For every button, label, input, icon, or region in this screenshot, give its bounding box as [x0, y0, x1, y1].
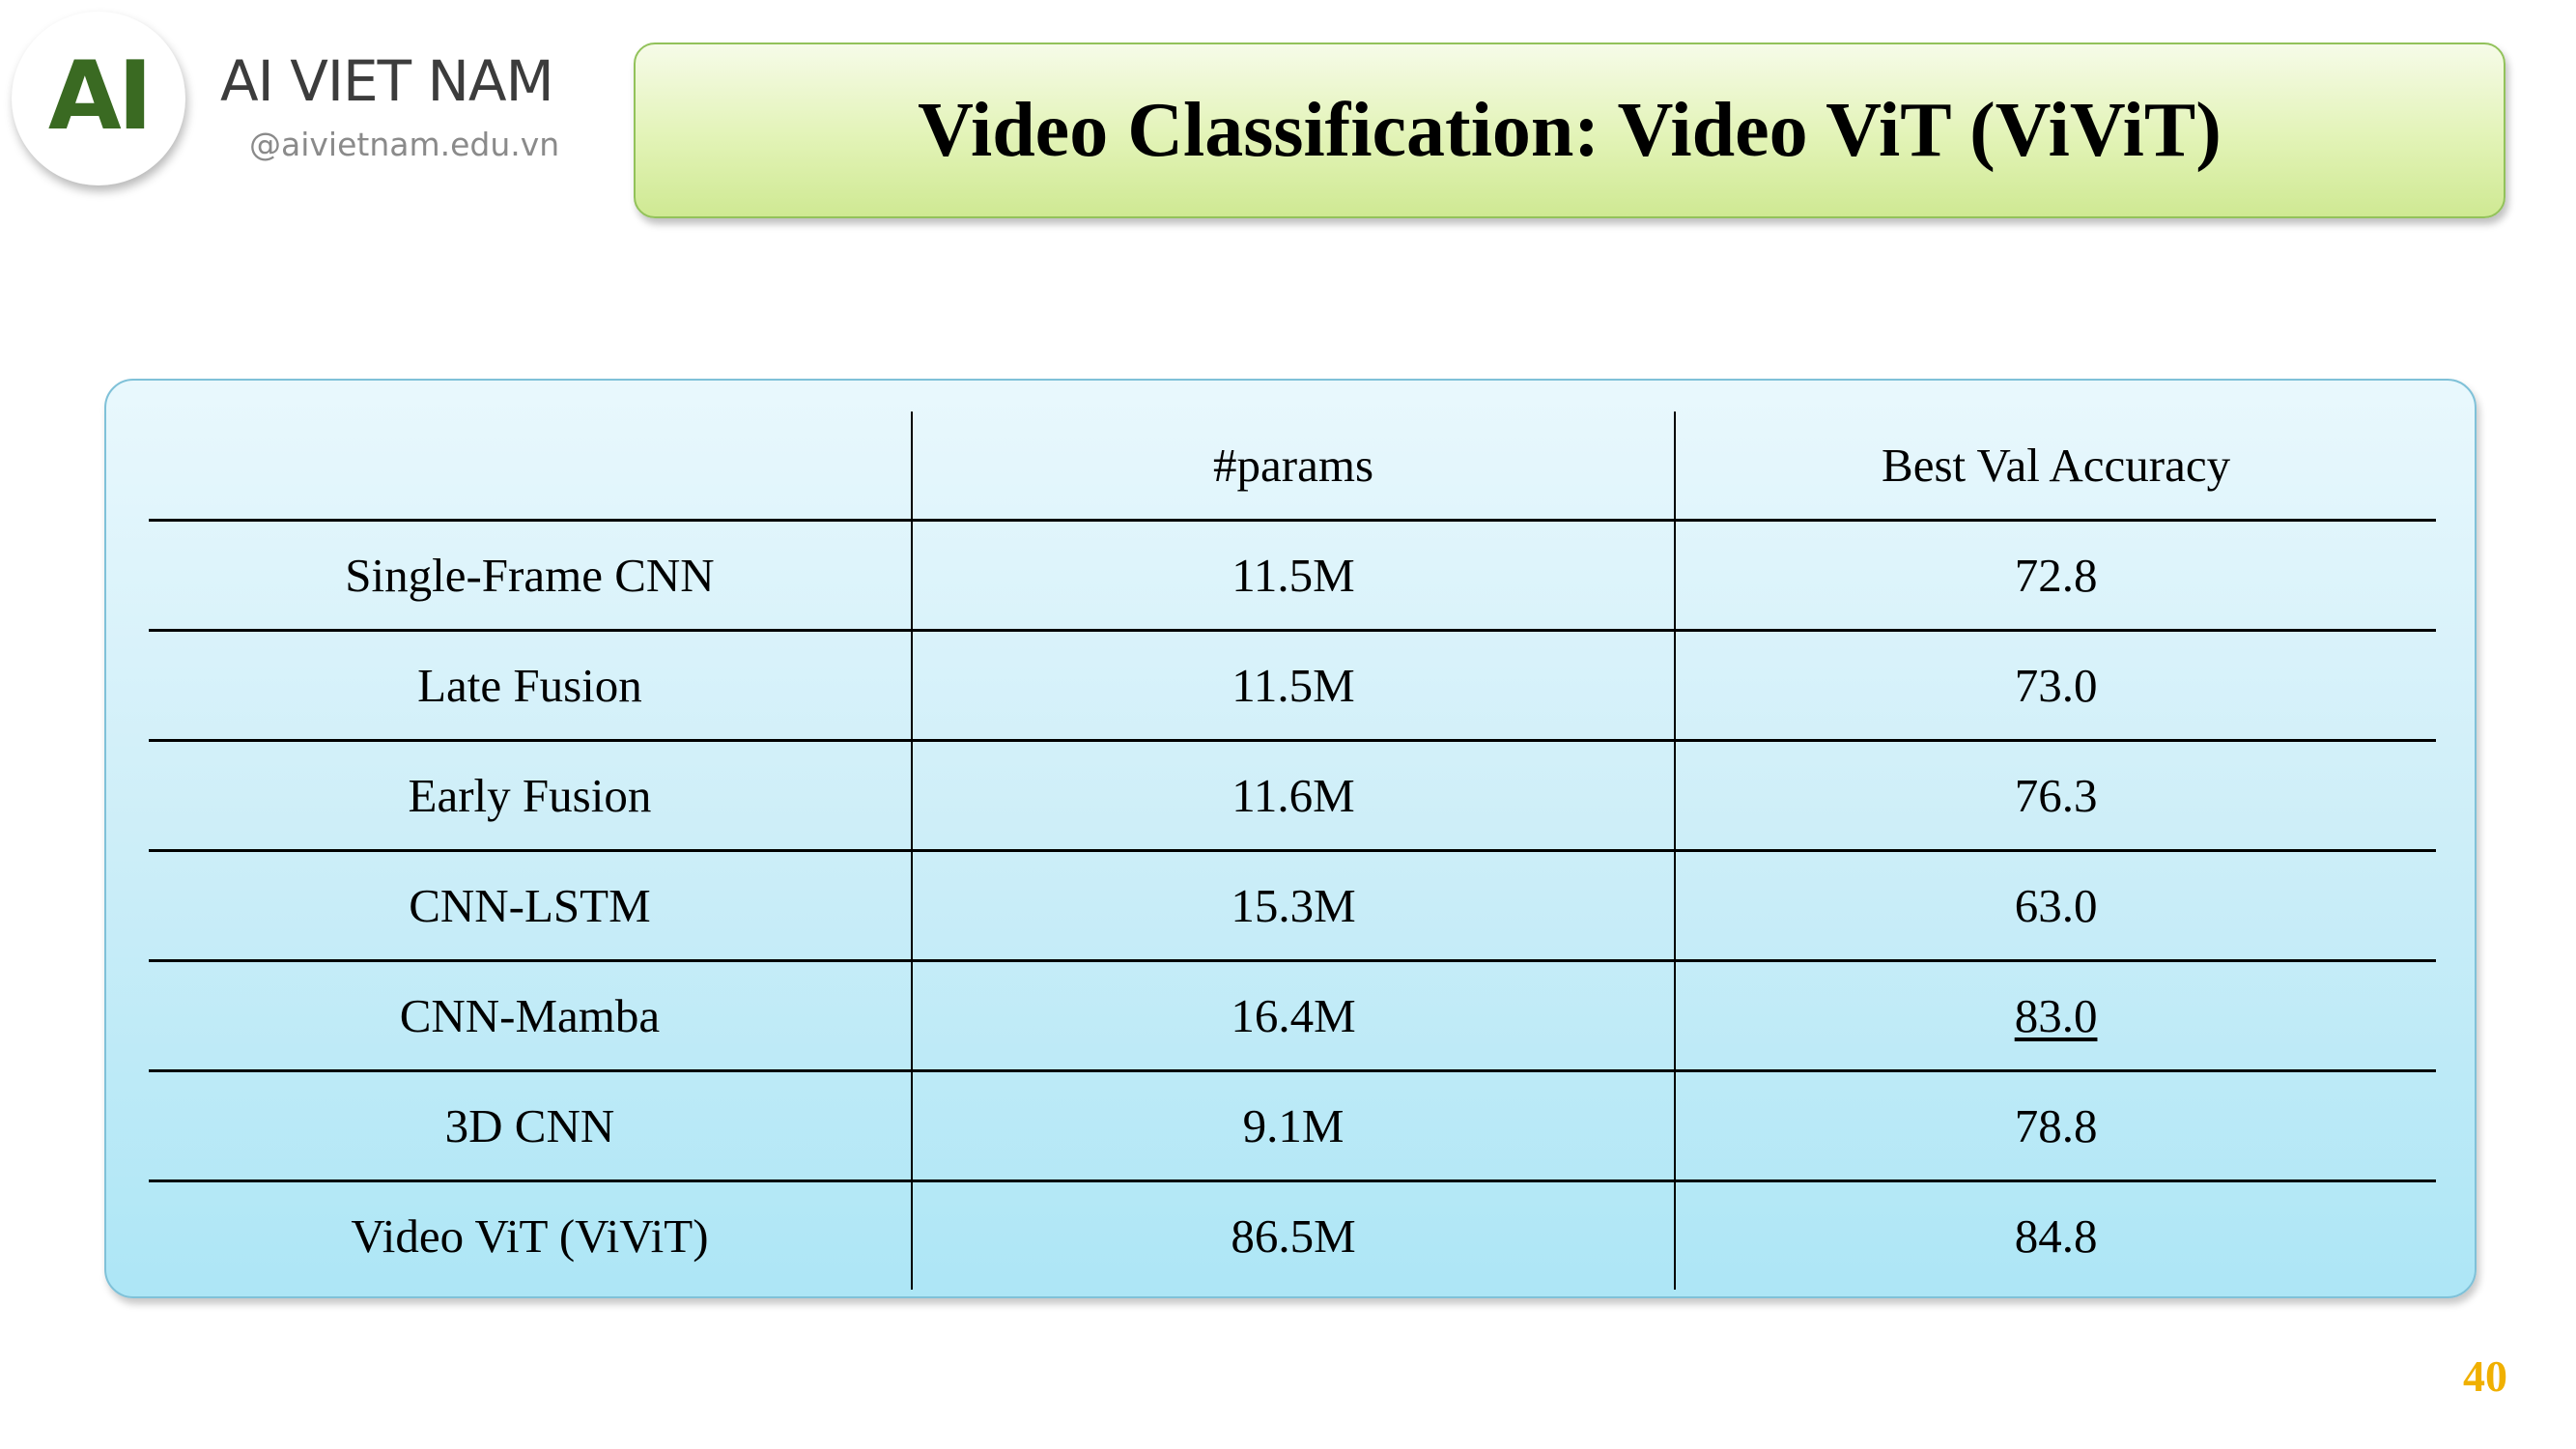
logo-mark: AI: [47, 42, 153, 152]
brand-name: AI VIET NAM: [220, 48, 554, 114]
cell-model: Early Fusion: [149, 740, 913, 852]
table-row: 3D CNN 9.1M 78.8: [149, 1070, 2436, 1182]
cell-accuracy: 63.0: [1675, 850, 2436, 962]
header-model: [149, 412, 913, 522]
header-params: #params: [911, 412, 1677, 522]
brand-url: @aivietnam.edu.vn: [249, 126, 560, 163]
table-row: Early Fusion 11.6M 76.3: [149, 740, 2436, 852]
cell-params: 86.5M: [911, 1180, 1677, 1290]
cell-accuracy: 72.8: [1675, 520, 2436, 632]
cell-params: 11.5M: [911, 630, 1677, 742]
slide-title: Video Classification: Video ViT (ViViT): [918, 87, 2222, 173]
cell-accuracy: 73.0: [1675, 630, 2436, 742]
title-banner: Video Classification: Video ViT (ViViT): [634, 43, 2505, 218]
cell-accuracy: 78.8: [1675, 1070, 2436, 1182]
cell-accuracy-best: 84.8: [2014, 1209, 2098, 1263]
cell-params: 11.5M: [911, 520, 1677, 632]
results-table: #params Best Val Accuracy Single-Frame C…: [149, 412, 2436, 1290]
cell-params: 16.4M: [911, 960, 1677, 1072]
table-row: Late Fusion 11.5M 73.0: [149, 630, 2436, 742]
cell-accuracy-second-best: 83.0: [1675, 960, 2436, 1072]
second-best-value: 83.0: [2014, 989, 2098, 1042]
cell-model: Late Fusion: [149, 630, 913, 742]
table-panel: #params Best Val Accuracy Single-Frame C…: [104, 379, 2477, 1298]
header-accuracy: Best Val Accuracy: [1675, 412, 2436, 522]
cell-params: 11.6M: [911, 740, 1677, 852]
cell-model: Video ViT (ViViT): [149, 1180, 913, 1290]
cell-params: 15.3M: [911, 850, 1677, 962]
cell-model: CNN-LSTM: [149, 850, 913, 962]
table-row: CNN-Mamba 16.4M 83.0: [149, 960, 2436, 1072]
cell-params: 9.1M: [911, 1070, 1677, 1182]
table-header-row: #params Best Val Accuracy: [149, 412, 2436, 522]
cell-model: CNN-Mamba: [149, 960, 913, 1072]
page-number: 40: [2463, 1351, 2507, 1401]
cell-model: Single-Frame CNN: [149, 520, 913, 632]
cell-accuracy: 76.3: [1675, 740, 2436, 852]
table-row: CNN-LSTM 15.3M 63.0: [149, 850, 2436, 962]
cell-model: 3D CNN: [149, 1070, 913, 1182]
table-row: Video ViT (ViViT) 86.5M 84.8: [149, 1180, 2436, 1290]
table-row: Single-Frame CNN 11.5M 72.8: [149, 520, 2436, 632]
logo: AI: [12, 12, 185, 185]
